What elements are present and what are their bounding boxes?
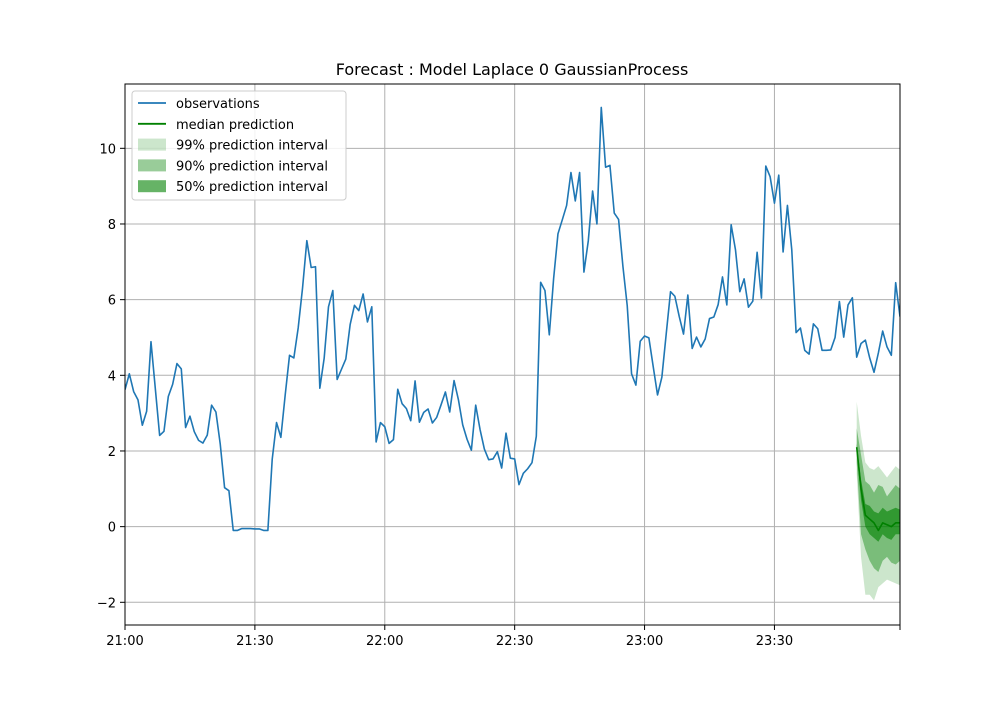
legend-swatch-interval_90 bbox=[138, 159, 166, 172]
legend-swatch-interval_99 bbox=[138, 138, 166, 151]
y-tick-label: 0 bbox=[108, 521, 116, 536]
legend-label: 90% prediction interval bbox=[176, 159, 328, 174]
x-tick-label: 22:30 bbox=[496, 634, 533, 649]
x-tick-label: 23:00 bbox=[626, 634, 663, 649]
legend-label: observations bbox=[176, 97, 260, 112]
x-tick-label: 23:30 bbox=[756, 634, 793, 649]
y-tick-label: 2 bbox=[108, 445, 116, 460]
legend-swatch-interval_50 bbox=[138, 180, 166, 193]
legend-label: median prediction bbox=[176, 118, 294, 133]
legend-label: 99% prediction interval bbox=[176, 139, 328, 154]
chart-title: Forecast : Model Laplace 0 GaussianProce… bbox=[336, 60, 689, 79]
plot-area bbox=[125, 106, 900, 601]
y-tick-label: 10 bbox=[99, 142, 116, 157]
median-prediction-line bbox=[855, 447, 900, 532]
x-tick-label: 21:30 bbox=[236, 634, 273, 649]
legend: observations median prediction 99% predict… bbox=[131, 90, 347, 201]
y-tick-label: −2 bbox=[97, 596, 116, 611]
legend-box bbox=[131, 90, 347, 201]
observations-line bbox=[125, 106, 900, 532]
plot-frame bbox=[124, 83, 901, 626]
y-tick-label: 6 bbox=[108, 294, 116, 309]
axis-layer: 21:00 21:30 22:00 22:30 23:00 23:30 −2 0 2 4 6 8 10 bbox=[97, 142, 901, 649]
y-tick-label: 8 bbox=[108, 218, 116, 233]
y-tick-label: 4 bbox=[108, 369, 116, 384]
interval-99-band bbox=[856, 401, 900, 601]
x-tick-label: 22:00 bbox=[366, 634, 403, 649]
x-tick-label: 21:00 bbox=[106, 634, 143, 649]
grid-layer bbox=[124, 84, 900, 625]
legend-label: 50% prediction interval bbox=[176, 180, 328, 195]
